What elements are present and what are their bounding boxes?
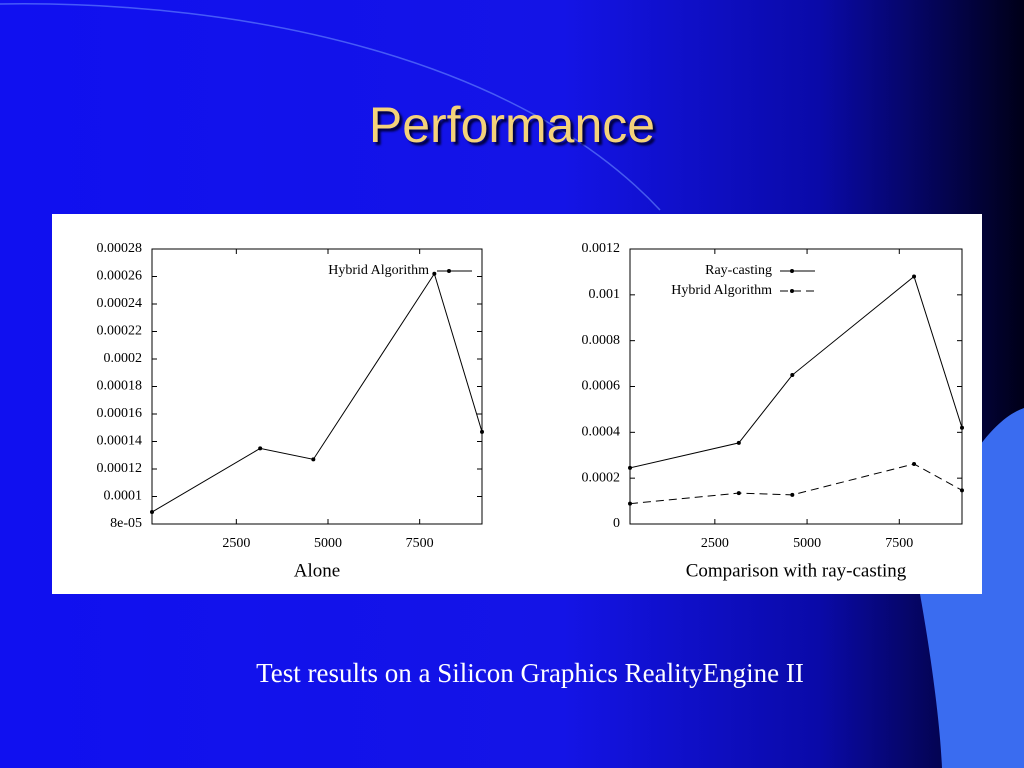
data-point <box>912 461 917 466</box>
y-tick-label: 0.0006 <box>582 379 621 394</box>
data-point <box>790 373 795 378</box>
y-tick-label: 0.00014 <box>97 434 143 449</box>
x-axis-label: Comparison with ray-casting <box>686 560 907 581</box>
legend-label: Hybrid Algorithm <box>328 263 429 278</box>
y-tick-label: 0.00024 <box>97 296 143 311</box>
legend-marker <box>447 269 451 273</box>
data-point <box>311 457 316 462</box>
x-tick-label: 2500 <box>701 536 729 551</box>
data-point <box>150 510 154 515</box>
y-tick-label: 0.00026 <box>97 269 143 284</box>
data-point <box>912 274 917 279</box>
data-point <box>432 271 437 276</box>
data-point <box>736 440 741 445</box>
y-tick-label: 0.001 <box>589 287 621 302</box>
caption: Test results on a Silicon Graphics Reali… <box>256 658 804 688</box>
data-point <box>790 492 795 497</box>
x-tick-label: 7500 <box>406 536 434 551</box>
legend-label: Ray-casting <box>705 263 772 278</box>
y-tick-label: 0.0004 <box>582 425 621 440</box>
y-tick-label: 0.00022 <box>97 324 143 339</box>
data-point <box>960 488 964 493</box>
y-tick-label: 0.0001 <box>104 489 143 504</box>
data-point <box>736 491 741 496</box>
x-axis-label: Alone <box>294 560 340 581</box>
data-point <box>628 501 632 506</box>
y-tick-label: 0.00018 <box>97 379 143 394</box>
slide-title: Performance <box>368 97 656 153</box>
y-tick-label: 0 <box>613 516 620 531</box>
x-tick-label: 5000 <box>793 536 821 551</box>
x-tick-label: 7500 <box>885 536 913 551</box>
y-tick-label: 0.00016 <box>97 406 143 421</box>
legend-marker <box>790 289 794 293</box>
data-point <box>480 429 484 434</box>
y-tick-label: 0.0002 <box>104 351 143 366</box>
x-tick-label: 2500 <box>222 536 250 551</box>
y-tick-label: 8e-05 <box>110 516 142 531</box>
y-tick-label: 0.00028 <box>97 241 143 256</box>
y-tick-label: 0.0012 <box>582 241 621 256</box>
y-tick-label: 0.0002 <box>582 470 621 485</box>
x-tick-label: 5000 <box>314 536 342 551</box>
data-point <box>628 465 632 470</box>
y-tick-label: 0.0008 <box>582 333 621 348</box>
chart-panel: 8e-05 0.0001 0.00012 0.00014 0.00016 0.00018 0… <box>52 214 982 594</box>
y-tick-label: 0.00012 <box>97 461 143 476</box>
data-point <box>960 425 964 430</box>
legend-label: Hybrid Algorithm <box>671 283 772 298</box>
data-point <box>258 446 263 451</box>
legend-marker <box>790 269 794 273</box>
